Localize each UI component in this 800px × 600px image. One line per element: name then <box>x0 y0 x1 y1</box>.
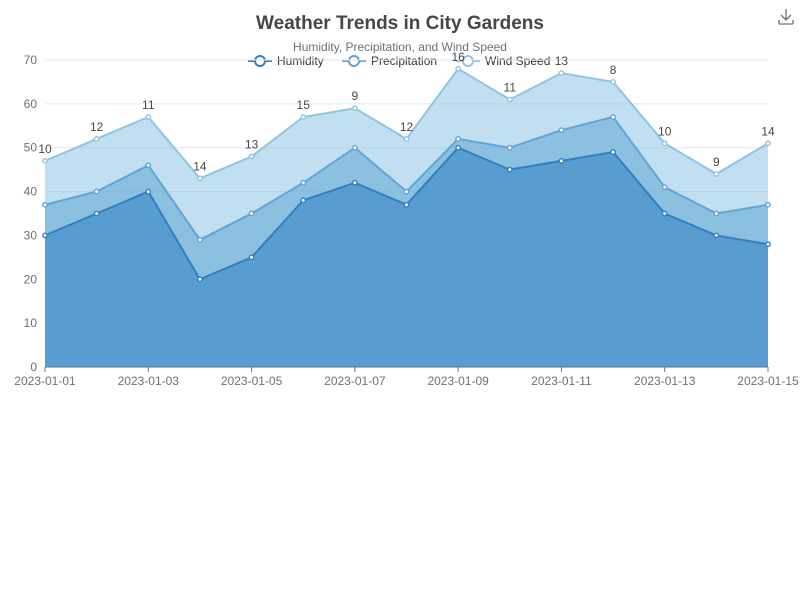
data-point <box>506 144 513 151</box>
y-tick-label: 60 <box>24 97 38 111</box>
data-label: 13 <box>555 54 569 68</box>
data-label: 14 <box>761 124 775 138</box>
legend-marker <box>348 55 360 67</box>
x-tick-label: 2023-01-15 <box>737 374 799 388</box>
data-point <box>300 179 307 186</box>
data-point <box>610 149 616 156</box>
data-labels: 10 12 11 14 13 15 9 12 16 11 13 8 10 9 14 <box>38 50 775 174</box>
x-tick-label: 2023-01-03 <box>118 374 180 388</box>
x-tick-label: 2023-01-09 <box>427 374 489 388</box>
data-point <box>765 140 771 147</box>
legend-item-humidity[interactable]: Humidity <box>248 54 324 68</box>
data-point <box>403 188 410 195</box>
data-label: 16 <box>451 50 465 64</box>
data-point <box>145 188 152 195</box>
data-point <box>610 114 616 120</box>
legend-label: Wind Speed <box>485 54 550 68</box>
data-point <box>145 114 152 120</box>
data-point <box>248 254 255 261</box>
y-tick-label: 30 <box>24 228 38 242</box>
legend-label: Precipitation <box>371 54 437 68</box>
y-axis: 0 10 20 30 40 50 60 70 <box>24 53 38 374</box>
y-tick-label: 70 <box>24 53 38 67</box>
data-point <box>197 236 203 243</box>
data-point <box>661 140 668 147</box>
data-point <box>300 197 307 204</box>
data-label: 12 <box>90 120 104 134</box>
data-point <box>455 136 462 142</box>
data-point <box>42 201 48 208</box>
data-point <box>661 210 668 217</box>
area-humidity <box>45 147 768 367</box>
legend-marker <box>254 55 266 67</box>
data-point <box>713 210 720 217</box>
legend-item-wind-speed[interactable]: Wind Speed <box>456 54 550 68</box>
data-label: 10 <box>658 124 672 138</box>
data-point <box>197 276 203 283</box>
data-point <box>42 157 48 164</box>
data-point <box>713 232 720 239</box>
data-label: 9 <box>713 155 720 169</box>
data-point <box>403 136 410 142</box>
data-label: 13 <box>245 137 259 151</box>
data-label: 11 <box>142 98 155 112</box>
data-point <box>455 65 462 72</box>
data-point <box>713 171 720 177</box>
data-label: 8 <box>610 63 617 77</box>
data-point <box>248 153 255 160</box>
data-point <box>403 201 410 208</box>
y-tick-label: 50 <box>24 141 38 155</box>
data-point <box>455 144 462 151</box>
data-point <box>42 232 48 239</box>
data-point <box>93 136 100 142</box>
data-point <box>351 144 358 151</box>
y-tick-label: 10 <box>24 316 38 330</box>
y-tick-label: 0 <box>30 360 37 374</box>
x-tick-label: 2023-01-07 <box>324 374 386 388</box>
legend-label: Humidity <box>277 54 324 68</box>
data-point <box>661 184 668 191</box>
x-axis: 2023-01-01 2023-01-03 2023-01-05 2023-01-07… <box>14 366 799 388</box>
data-label: 9 <box>352 89 359 103</box>
data-point <box>197 175 203 182</box>
data-point <box>351 179 358 186</box>
data-label: 10 <box>38 142 52 156</box>
y-tick-label: 20 <box>24 272 38 286</box>
data-point <box>765 201 771 208</box>
x-tick-label: 2023-01-13 <box>634 374 696 388</box>
legend-item-precipitation[interactable]: Precipitation <box>342 54 437 68</box>
data-point <box>558 127 565 134</box>
x-tick-label: 2023-01-11 <box>531 374 592 388</box>
x-tick-label: 2023-01-01 <box>14 374 76 388</box>
y-tick-label: 40 <box>24 185 38 199</box>
chart-subtitle: Humidity, Precipitation, and Wind Speed <box>293 40 507 54</box>
data-label: 11 <box>504 80 517 94</box>
legend-marker <box>462 55 474 67</box>
plot-area <box>42 65 771 368</box>
data-point <box>558 157 565 164</box>
data-point <box>558 70 565 77</box>
data-point <box>300 114 307 120</box>
data-point <box>765 241 771 248</box>
x-tick-label: 2023-01-05 <box>221 374 283 388</box>
data-point <box>93 210 100 217</box>
data-point <box>145 162 152 169</box>
data-point <box>506 96 513 103</box>
data-point <box>506 166 513 173</box>
chart-title: Weather Trends in City Gardens <box>256 13 544 34</box>
data-label: 12 <box>400 120 414 134</box>
legend[interactable]: Humidity Precipitation Wind Speed <box>248 54 550 68</box>
download-icon[interactable] <box>778 9 794 25</box>
data-label: 15 <box>297 98 311 112</box>
data-point <box>610 79 616 85</box>
data-point <box>248 210 255 217</box>
data-label: 14 <box>193 159 207 173</box>
data-point <box>93 188 100 195</box>
data-point <box>351 105 358 112</box>
